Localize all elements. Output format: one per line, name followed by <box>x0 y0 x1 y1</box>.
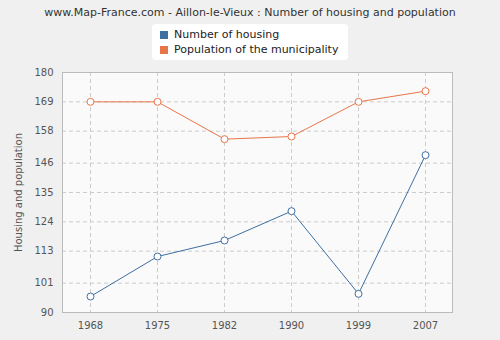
svg-text:1999: 1999 <box>346 320 371 331</box>
svg-text:169: 169 <box>34 96 53 107</box>
html-text:Population of the municipality: Population of the municipality <box>174 43 339 56</box>
svg-text:1975: 1975 <box>145 320 170 331</box>
svg-text:90: 90 <box>41 307 54 318</box>
svg-text:180: 180 <box>34 67 53 78</box>
html-text:Number of housing: Number of housing <box>174 28 280 41</box>
svg-text:1990: 1990 <box>279 320 304 331</box>
svg-text:135: 135 <box>34 187 53 198</box>
svg-text:1982: 1982 <box>212 320 237 331</box>
svg-text:Housing and population: Housing and population <box>13 133 24 252</box>
svg-text:1968: 1968 <box>78 320 103 331</box>
svg-text:124: 124 <box>34 216 53 227</box>
svg-text:2007: 2007 <box>413 320 438 331</box>
html-text:www.Map-France.com - Aillon-le: www.Map-France.com - Aillon-le-Vieux : N… <box>44 6 456 19</box>
svg-text:146: 146 <box>34 157 53 168</box>
svg-text:158: 158 <box>34 125 53 136</box>
svg-text:101: 101 <box>34 277 53 288</box>
svg-text:113: 113 <box>34 245 53 256</box>
